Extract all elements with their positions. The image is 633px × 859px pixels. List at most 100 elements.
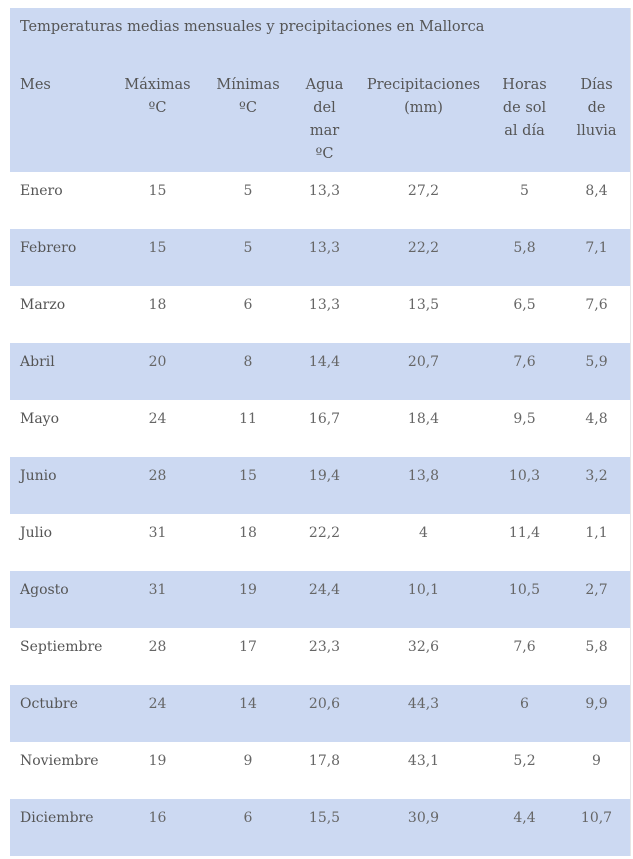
table-row: Junio 28 15 19,4 13,8 10,3 3,2 — [10, 457, 630, 514]
cell-horas-sol: 10,5 — [508, 582, 541, 598]
cell-maximas: 31 — [148, 525, 167, 541]
header-line: Agua — [305, 77, 344, 93]
header-line: mar — [309, 123, 340, 139]
table-row: Septiembre 28 17 23,3 32,6 7,6 5,8 — [10, 628, 630, 685]
cell-agua-mar: 19,4 — [308, 468, 341, 484]
cell-dias-lluvia: 4,8 — [585, 411, 608, 427]
cell-dias-lluvia: 7,6 — [585, 297, 608, 313]
cell-dias-lluvia: 2,7 — [585, 582, 608, 598]
cell-minimas: 5 — [243, 240, 253, 256]
header-line: ºC — [239, 100, 257, 116]
cell-agua-mar: 22,2 — [308, 525, 341, 541]
cell-maximas: 24 — [148, 411, 167, 427]
cell-agua-mar: 16,7 — [308, 411, 341, 427]
header-horas-sol: Horas de sol al día — [486, 50, 563, 172]
cell-mes: Marzo — [20, 297, 66, 313]
header-line: al día — [504, 123, 545, 139]
cell-agua-mar: 13,3 — [308, 183, 341, 199]
cell-agua-mar: 24,4 — [308, 582, 341, 598]
cell-horas-sol: 9,5 — [513, 411, 536, 427]
cell-minimas: 17 — [239, 639, 257, 655]
cell-precipitaciones: 43,1 — [407, 753, 440, 769]
cell-horas-sol: 5 — [520, 183, 529, 199]
table-row: Abril 20 8 14,4 20,7 7,6 5,9 — [10, 343, 630, 400]
cell-maximas: 15 — [148, 183, 167, 199]
cell-minimas: 6 — [243, 810, 253, 826]
cell-minimas: 18 — [239, 525, 257, 541]
header-line: del — [313, 100, 336, 116]
header-line: Horas — [502, 77, 547, 93]
cell-mes: Octubre — [20, 696, 78, 712]
cell-dias-lluvia: 10,7 — [580, 810, 613, 826]
cell-horas-sol: 10,3 — [508, 468, 541, 484]
cell-maximas: 18 — [148, 297, 167, 313]
cell-agua-mar: 20,6 — [308, 696, 341, 712]
header-maximas: Máximas ºC — [107, 50, 208, 172]
header-mes: Mes — [10, 50, 107, 172]
table-row: Agosto 31 19 24,4 10,1 10,5 2,7 — [10, 571, 630, 628]
header-line: lluvia — [576, 123, 617, 139]
header-line: Máximas — [124, 77, 191, 93]
table-row: Febrero 15 5 13,3 22,2 5,8 7,1 — [10, 229, 630, 286]
cell-dias-lluvia: 8,4 — [585, 183, 608, 199]
table-row: Mayo 24 11 16,7 18,4 9,5 4,8 — [10, 400, 630, 457]
climate-table: Temperaturas medias mensuales y precipit… — [10, 8, 631, 856]
cell-horas-sol: 6,5 — [513, 297, 536, 313]
table-header-row: Mes Máximas ºC Mínimas ºC Agua del mar ºC Precipi… — [10, 50, 630, 172]
cell-dias-lluvia: 7,1 — [585, 240, 608, 256]
cell-precipitaciones: 18,4 — [407, 411, 440, 427]
table-row: Noviembre 19 9 17,8 43,1 5,2 9 — [10, 742, 630, 799]
cell-mes: Mayo — [20, 411, 60, 427]
cell-precipitaciones: 22,2 — [407, 240, 440, 256]
header-line: Precipitaciones — [366, 77, 481, 93]
cell-horas-sol: 4,4 — [513, 810, 536, 826]
cell-precipitaciones: 32,6 — [407, 639, 440, 655]
cell-maximas: 20 — [148, 354, 167, 370]
header-line: ºC — [148, 100, 167, 116]
climate-data-table: Mes Máximas ºC Mínimas ºC Agua del mar ºC Precipi… — [10, 50, 630, 856]
cell-horas-sol: 5,8 — [513, 240, 536, 256]
cell-mes: Febrero — [20, 240, 77, 256]
cell-precipitaciones: 10,1 — [407, 582, 440, 598]
cell-minimas: 11 — [239, 411, 257, 427]
cell-mes: Junio — [20, 468, 57, 484]
cell-minimas: 19 — [239, 582, 257, 598]
header-line: de — [587, 100, 606, 116]
cell-mes: Septiembre — [20, 639, 103, 655]
cell-mes: Diciembre — [20, 810, 94, 826]
cell-maximas: 28 — [148, 639, 167, 655]
cell-precipitaciones: 20,7 — [407, 354, 440, 370]
cell-dias-lluvia: 5,8 — [585, 639, 608, 655]
header-line: Mes — [20, 77, 51, 93]
cell-precipitaciones: 13,5 — [407, 297, 440, 313]
table-body: Enero 15 5 13,3 27,2 5 8,4 Febrero 15 5 13,3 22,2 5,… — [10, 172, 630, 856]
header-agua-mar: Agua del mar ºC — [288, 50, 361, 172]
table-caption: Temperaturas medias mensuales y precipit… — [10, 8, 630, 50]
cell-maximas: 16 — [148, 810, 167, 826]
cell-dias-lluvia: 1,1 — [585, 525, 608, 541]
cell-mes: Julio — [20, 525, 53, 541]
cell-horas-sol: 7,6 — [513, 354, 536, 370]
cell-minimas: 14 — [239, 696, 257, 712]
cell-horas-sol: 6 — [520, 696, 529, 712]
cell-minimas: 6 — [243, 297, 253, 313]
cell-precipitaciones: 44,3 — [407, 696, 440, 712]
table-row: Marzo 18 6 13,3 13,5 6,5 7,6 — [10, 286, 630, 343]
cell-agua-mar: 23,3 — [308, 639, 341, 655]
cell-maximas: 28 — [148, 468, 167, 484]
cell-agua-mar: 13,3 — [308, 240, 341, 256]
table-row: Octubre 24 14 20,6 44,3 6 9,9 — [10, 685, 630, 742]
table-row: Diciembre 16 6 15,5 30,9 4,4 10,7 — [10, 799, 630, 856]
cell-dias-lluvia: 5,9 — [585, 354, 608, 370]
cell-agua-mar: 15,5 — [308, 810, 341, 826]
header-precipitaciones: Precipitaciones (mm) — [361, 50, 486, 172]
header-dias-lluvia: Días de lluvia — [563, 50, 630, 172]
cell-maximas: 15 — [148, 240, 167, 256]
header-minimas: Mínimas ºC — [208, 50, 288, 172]
cell-maximas: 19 — [148, 753, 167, 769]
header-line: Días — [580, 77, 613, 93]
cell-dias-lluvia: 9,9 — [585, 696, 608, 712]
table-row: Julio 31 18 22,2 4 11,4 1,1 — [10, 514, 630, 571]
cell-mes: Agosto — [20, 582, 69, 598]
header-line: de sol — [502, 100, 547, 116]
